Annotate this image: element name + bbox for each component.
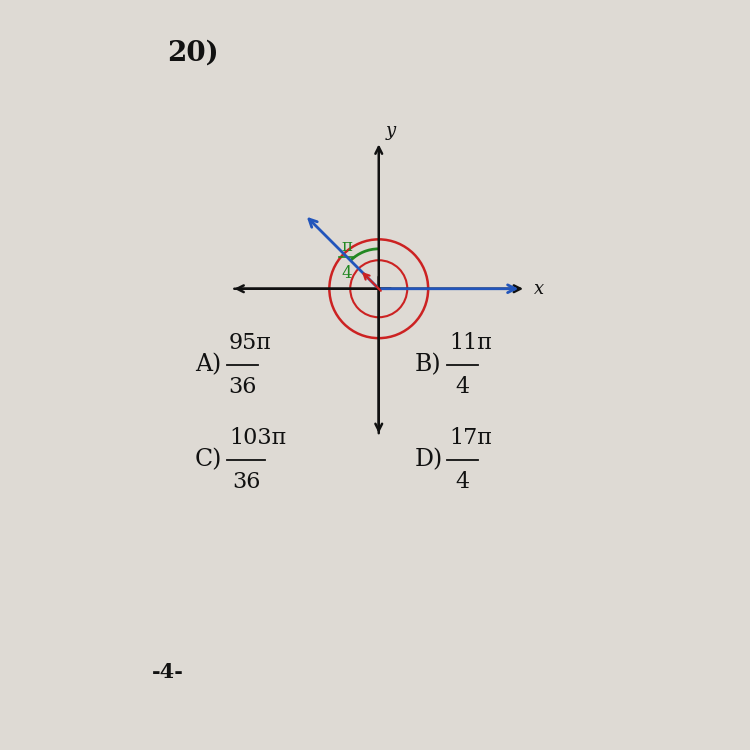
Text: 20): 20) xyxy=(167,40,219,67)
Text: π: π xyxy=(342,238,352,255)
Text: x: x xyxy=(533,280,544,298)
Text: 4: 4 xyxy=(342,265,352,282)
Text: 17π: 17π xyxy=(449,427,492,449)
Text: 95π: 95π xyxy=(229,332,272,354)
Text: -4-: -4- xyxy=(152,662,184,682)
Text: y: y xyxy=(386,122,395,140)
Text: 11π: 11π xyxy=(449,332,492,354)
Text: 36: 36 xyxy=(228,376,256,398)
Text: 103π: 103π xyxy=(229,427,286,449)
Text: C): C) xyxy=(195,448,222,472)
Text: 36: 36 xyxy=(232,471,260,493)
Text: 4: 4 xyxy=(455,376,470,398)
Text: 4: 4 xyxy=(455,471,470,493)
Text: D): D) xyxy=(415,448,443,472)
Text: A): A) xyxy=(195,353,221,376)
Text: B): B) xyxy=(415,353,442,376)
